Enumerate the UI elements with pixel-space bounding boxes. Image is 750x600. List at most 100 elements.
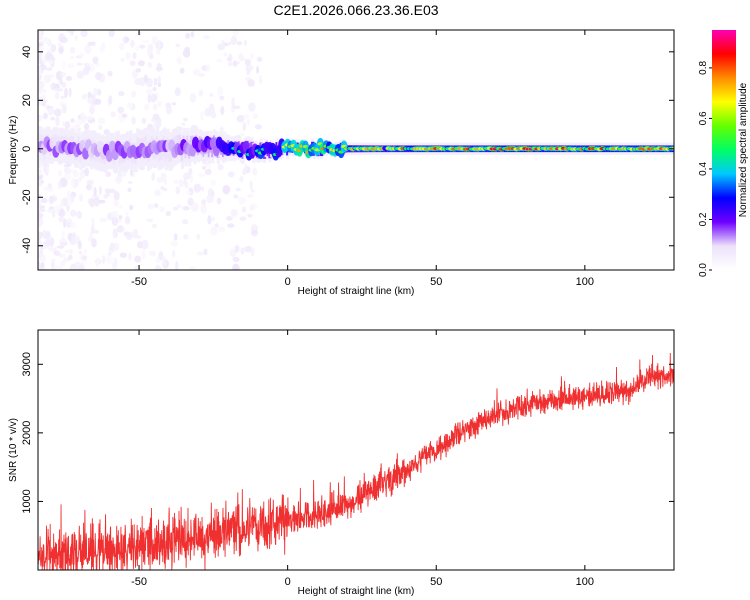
snr-frame	[37, 329, 675, 571]
heatmap-noise-cell	[53, 250, 61, 257]
heatmap-noise-cell	[230, 35, 237, 46]
heatmap-noise-cell	[141, 249, 146, 260]
heatmap-noise-cell	[107, 70, 113, 77]
heatmap-noise-cell	[247, 213, 253, 218]
colorbar-label: Normalized spectral amplitude	[738, 82, 749, 217]
heatmap-noise-cell	[246, 118, 250, 126]
heatmap-band-core	[105, 149, 113, 162]
heatmap-band-outer	[286, 147, 290, 156]
heatmap-noise-cell	[233, 194, 239, 199]
heatmap-noise-cell	[58, 46, 64, 55]
heatmap-noise-cell	[201, 199, 206, 206]
heatmap-noise-cell	[94, 98, 102, 105]
heatmap-noise-cell	[156, 177, 165, 183]
heatmap-noise-cell	[38, 115, 43, 122]
heatmap-noise-cell	[93, 186, 97, 197]
heatmap-noise-cell	[45, 233, 51, 237]
heatmap-noise-cell	[51, 262, 55, 267]
heatmap-noise-cell	[108, 30, 115, 38]
heatmap-noise-cell	[52, 209, 56, 218]
heatmap-noise-cell	[69, 46, 76, 54]
heatmap-noise-cell	[43, 112, 48, 120]
heatmap-noise-cell	[157, 40, 161, 49]
heatmap-noise-cell	[38, 235, 41, 241]
heatmap-noise-cell	[132, 52, 137, 60]
heatmap-noise-cell	[87, 41, 93, 46]
heatmap-noise-cell	[92, 56, 99, 65]
heatmap-noise-cell	[61, 103, 67, 114]
heatmap-noise-cell	[190, 202, 199, 212]
heatmap-noise-cell	[239, 175, 244, 183]
heatmap-noise-cell	[75, 55, 82, 59]
heatmap-noise-cell	[56, 245, 65, 249]
snr-series-line	[38, 352, 674, 570]
heatmap-noise-cell	[58, 253, 66, 258]
heatmap-band-outer	[211, 141, 215, 158]
heatmap-noise-cell	[256, 66, 260, 74]
heatmap-noise-cell	[229, 248, 237, 258]
heatmap-noise-cell	[129, 204, 134, 211]
heatmap-noise-cell	[198, 73, 205, 77]
heatmap-noise-cell	[197, 251, 204, 256]
heatmap-noise-cell	[210, 216, 216, 222]
heatmap-noise-cell	[207, 162, 211, 170]
heatmap-noise-cell	[242, 122, 247, 132]
colorbar-tick-label: 0.6	[698, 111, 709, 125]
heatmap-x-tick-label: -50	[131, 276, 147, 288]
heatmap-noise-cell	[126, 102, 133, 110]
heatmap-noise-cell	[154, 203, 159, 209]
heatmap-noise-cell	[91, 238, 97, 248]
heatmap-noise-cell	[238, 196, 246, 205]
heatmap-y-tick-label: 40	[21, 46, 33, 58]
heatmap-noise-cell	[60, 260, 66, 266]
heatmap-noise-cell	[142, 39, 150, 44]
heatmap-noise-cell	[190, 31, 195, 38]
heatmap-noise-cell	[250, 229, 258, 237]
heatmap-noise-cell	[118, 204, 123, 209]
heatmap-noise-cell	[232, 30, 240, 37]
heatmap-noise-cell	[228, 41, 232, 46]
heatmap-noise-cell	[38, 181, 43, 187]
heatmap-noise-cell	[173, 179, 180, 184]
heatmap-noise-cell	[67, 63, 75, 69]
heatmap-noise-cell	[59, 77, 63, 85]
heatmap-noise-cell	[81, 93, 88, 100]
heatmap-noise-cell	[70, 177, 75, 188]
heatmap-noise-cell	[83, 122, 90, 131]
heatmap-noise-cell	[222, 184, 231, 195]
heatmap-noise-cell	[221, 39, 225, 47]
heatmap-noise-cell	[158, 250, 164, 261]
heatmap-noise-cell	[46, 187, 54, 192]
heatmap-noise-cell	[241, 206, 247, 213]
heatmap-noise-cell	[232, 263, 240, 270]
heatmap-noise-cell	[66, 197, 72, 207]
heatmap-noise-cell	[93, 196, 100, 207]
heatmap-noise-cell	[239, 216, 247, 222]
heatmap-noise-cell	[57, 43, 62, 47]
heatmap-noise-cell	[59, 208, 65, 217]
heatmap-noise-cell	[42, 229, 47, 240]
heatmap-noise-cell	[200, 204, 207, 215]
heatmap-noise-cell	[146, 218, 154, 223]
heatmap-noise-cell	[138, 44, 146, 49]
heatmap-noise-cell	[44, 52, 53, 62]
snr-y-tick-label: 3000	[21, 352, 33, 376]
heatmap-noise-cell	[159, 206, 166, 213]
heatmap-noise-cell	[118, 42, 125, 51]
heatmap-noise-cell	[98, 185, 103, 196]
heatmap-noise-cell	[80, 30, 88, 38]
heatmap-noise-cell	[48, 59, 54, 65]
heatmap-noise-cell	[143, 104, 150, 111]
heatmap-noise-cell	[227, 53, 233, 62]
heatmap-noise-cell	[38, 175, 43, 180]
heatmap-noise-cell	[48, 195, 54, 205]
heatmap-noise-cell	[68, 254, 73, 260]
heatmap-noise-cell	[76, 70, 84, 79]
heatmap-noise-cell	[118, 215, 123, 220]
heatmap-noise-cell	[116, 225, 124, 233]
heatmap-noise-cell	[216, 197, 222, 205]
heatmap-noise-cell	[193, 183, 202, 193]
heatmap-noise-cell	[199, 110, 205, 121]
heatmap-noise-cell	[189, 265, 196, 270]
